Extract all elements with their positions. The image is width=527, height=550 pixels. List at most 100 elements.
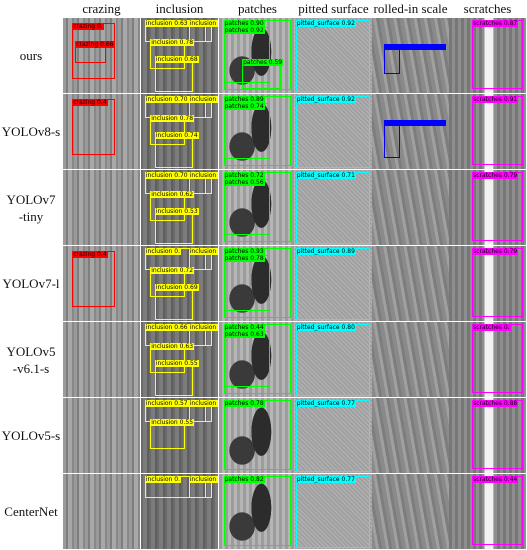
- detection-label: patches 0.74: [223, 103, 265, 110]
- detection-box: [223, 331, 270, 388]
- detection-label: scratches 0.: [472, 323, 511, 331]
- detection-label: crazing 0.66: [75, 40, 115, 48]
- detection-box: [472, 19, 523, 89]
- tile-yolov8-s-patches: patches 0.89 patches 0.74: [219, 94, 296, 169]
- detection-label: inclusion 0.74: [154, 131, 199, 139]
- detection-label: patches 0.44: [223, 323, 265, 331]
- row-label-yolov8-s: YOLOv8-s: [0, 94, 62, 169]
- tile-yolov7-l-rolled-in-scale: [372, 246, 449, 321]
- detection-label: inclusion 0.55: [154, 359, 199, 367]
- row-label-yolov5-v6-1-s: YOLOv5 -v6.1-s: [0, 322, 62, 397]
- row-label-centernet: CenterNet: [0, 474, 62, 549]
- tile-ours-rolled-in-scale: [372, 18, 449, 93]
- detection-box: [472, 399, 523, 469]
- row-label-line: YOLOv7: [6, 191, 56, 207]
- detection-label: inclusion 0.57: [144, 399, 189, 407]
- detection-box: [472, 323, 523, 393]
- row-label-line: ours: [19, 48, 43, 63]
- detection-box: [72, 250, 115, 307]
- detection-label: inclusion 0.53: [154, 207, 199, 215]
- tile-ours-pitted-surface: pitted_surface 0.92: [295, 18, 372, 93]
- detection-label: patches 0.89: [223, 95, 265, 103]
- detection-label: inclusion 0.78: [150, 39, 195, 46]
- detection-box: [295, 247, 370, 320]
- column-header-patches: patches: [238, 1, 277, 16]
- row-label-line: YOLOv7-l: [2, 276, 60, 291]
- tile-yolov5-s-scratches: scratches 0.88: [449, 398, 526, 473]
- detection-label: patches 0.56: [223, 179, 265, 186]
- row-label-yolov7-l: YOLOv7-l: [0, 246, 62, 321]
- detection-label: inclusion 0.: [188, 399, 218, 407]
- tile-yolov7-tiny-scratches: scratches 0.79: [449, 170, 526, 245]
- detection-box: [223, 255, 270, 312]
- detection-label: patches 0.92: [223, 27, 265, 34]
- detection-label: pitted_surface 0.80: [295, 323, 356, 331]
- detection-label: inclusion 0.72: [150, 267, 195, 274]
- tile-yolov7-l-patches: patches 0.93 patches 0.78: [219, 246, 296, 321]
- detection-box: [223, 103, 270, 160]
- detection-box: [295, 475, 370, 548]
- tile-yolov5-v6-1-s-crazing: [63, 322, 140, 397]
- detection-label: patches 0.90: [223, 19, 265, 27]
- tile-yolov5-v6-1-s-patches: patches 0.44 patches 0.63: [219, 322, 296, 397]
- tile-centernet-inclusion: inclusion 0. inclusion 0.90: [141, 474, 218, 549]
- detection-label: inclusion 0.63: [150, 343, 195, 350]
- detection-label: scratches 0.44: [472, 475, 519, 483]
- detection-box: [472, 171, 523, 241]
- detection-label: inclusion 0.: [188, 323, 218, 331]
- detection-label: scratches 0.79: [472, 171, 519, 179]
- detection-box: [295, 323, 370, 396]
- detection-box: [223, 179, 270, 236]
- column-header-pitted-surface: pitted surface: [298, 1, 369, 16]
- tile-yolov7-tiny-rolled-in-scale: [372, 170, 449, 245]
- detection-box: [472, 475, 523, 545]
- detection-box: [384, 44, 400, 74]
- detection-label: inclusion 0.66: [144, 323, 189, 331]
- detection-label: inclusion 0.63: [144, 19, 189, 27]
- column-header-inclusion: inclusion: [155, 1, 204, 16]
- detection-box: [472, 247, 523, 317]
- tile-centernet-pitted-surface: pitted_surface 0.77: [295, 474, 372, 549]
- detection-label: patches 0.78: [223, 399, 265, 407]
- row-label-yolov5-s: YOLOv5-s: [0, 398, 62, 473]
- detection-box: [295, 19, 370, 92]
- detection-label: scratches 0.79: [472, 247, 519, 255]
- tile-yolov5-s-rolled-in-scale: [372, 398, 449, 473]
- tile-ours-patches: patches 0.90 patches 0.92 patches 0.59: [219, 18, 296, 93]
- tile-centernet-rolled-in-scale: [372, 474, 449, 549]
- detection-label: patches 0.78: [223, 255, 265, 262]
- tile-yolov7-l-inclusion: inclusion 0. inclusion 0. inclusion 0.72 in…: [141, 246, 218, 321]
- detection-label: inclusion 0.90: [188, 475, 218, 483]
- detection-label: inclusion 0.: [188, 19, 218, 27]
- tile-yolov7-tiny-crazing: [63, 170, 140, 245]
- tile-yolov8-s-rolled-in-scale: [372, 94, 449, 169]
- tile-yolov8-s-crazing: crazing 0.4: [63, 94, 140, 169]
- detection-label: inclusion 0.69: [154, 283, 199, 291]
- detection-label: crazing 0.4: [72, 98, 108, 106]
- tile-yolov5-s-pitted-surface: pitted_surface 0.77: [295, 398, 372, 473]
- tile-centernet-crazing: [63, 474, 140, 549]
- detection-label: scratches 0.87: [472, 19, 519, 27]
- detection-label: scratches 0.91: [472, 95, 519, 103]
- detection-box: [472, 95, 523, 165]
- detection-box: [384, 120, 400, 158]
- tile-centernet-scratches: scratches 0.44: [449, 474, 526, 549]
- row-label-line: YOLOv5: [6, 343, 56, 359]
- tile-yolov8-s-scratches: scratches 0.91: [449, 94, 526, 169]
- detection-label: pitted_surface 0.89: [295, 247, 356, 255]
- tile-yolov5-s-patches: patches 0.78: [219, 398, 296, 473]
- column-header-crazing: crazing: [82, 1, 121, 16]
- detection-label: patches 0.72: [223, 171, 265, 179]
- tile-yolov5-s-crazing: [63, 398, 140, 473]
- detection-label: inclusion 0.70: [144, 171, 189, 179]
- detection-label: crazing 0.4: [72, 250, 108, 258]
- column-header-rolled-in-scale: rolled-in scale: [373, 1, 448, 16]
- detection-label: inclusion 0.: [188, 95, 218, 103]
- detection-label: patches 0.59: [242, 59, 284, 67]
- detection-label: inclusion 0.70: [144, 95, 189, 103]
